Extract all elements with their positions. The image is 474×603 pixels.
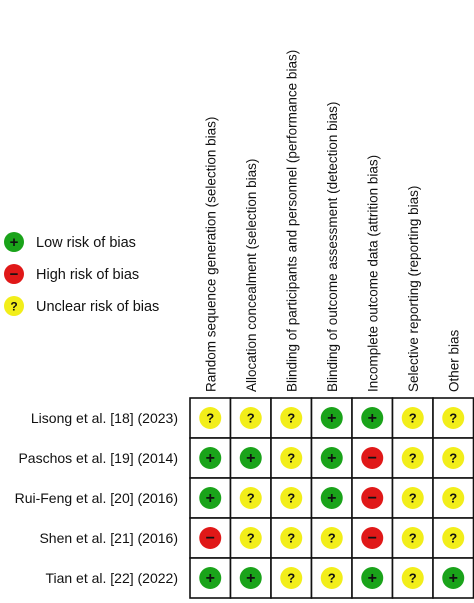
legend-low-symbol: + bbox=[10, 234, 19, 251]
rating-unclear-mark bbox=[401, 527, 424, 549]
rating-symbol: − bbox=[368, 530, 377, 547]
legend-high-icon bbox=[4, 264, 24, 284]
rating-symbol: − bbox=[206, 530, 215, 547]
rating-symbol: ? bbox=[287, 531, 295, 546]
rating-unclear-mark bbox=[280, 487, 303, 509]
domain-header: Allocation concealment (selection bias) bbox=[244, 159, 259, 392]
rating-symbol: ? bbox=[247, 491, 255, 506]
rating-symbol: − bbox=[368, 490, 377, 507]
rating-unclear-mark bbox=[442, 447, 465, 469]
rating-unclear-mark bbox=[442, 407, 465, 429]
rating-unclear-mark bbox=[442, 487, 465, 509]
rating-high-mark bbox=[361, 487, 384, 509]
rating-unclear-mark bbox=[280, 567, 303, 589]
rating-symbol: ? bbox=[449, 531, 457, 546]
domain-headers: Random sequence generation (selection bi… bbox=[203, 50, 461, 392]
rating-symbol: ? bbox=[409, 451, 417, 466]
domain-header: Incomplete outcome data (attrition bias) bbox=[365, 155, 380, 392]
rating-unclear-mark bbox=[442, 527, 465, 549]
rating-symbol: ? bbox=[247, 531, 255, 546]
rating-symbol: ? bbox=[449, 491, 457, 506]
legend-low-icon bbox=[4, 232, 24, 252]
domain-header: Other bias bbox=[446, 329, 461, 392]
rating-unclear-mark bbox=[239, 487, 262, 509]
rating-unclear-mark bbox=[401, 567, 424, 589]
rating-symbol: + bbox=[327, 490, 336, 507]
rating-unclear-mark bbox=[280, 407, 303, 429]
rating-low-mark bbox=[320, 487, 343, 509]
domain-header: Blinding of outcome assessment (detectio… bbox=[325, 102, 340, 392]
legend-high-label: High risk of bias bbox=[36, 267, 139, 283]
rating-unclear-mark bbox=[401, 407, 424, 429]
rating-low-mark bbox=[361, 567, 384, 589]
rating-unclear-mark bbox=[320, 527, 343, 549]
domain-header: Blinding of participants and personnel (… bbox=[284, 50, 299, 392]
legend-unclear-icon bbox=[4, 296, 24, 316]
rating-high-mark bbox=[361, 527, 384, 549]
rating-symbol: ? bbox=[449, 451, 457, 466]
domain-header: Random sequence generation (selection bi… bbox=[203, 117, 218, 392]
rating-low-mark bbox=[239, 447, 262, 469]
rating-symbol: ? bbox=[206, 411, 214, 426]
rating-low-mark bbox=[239, 567, 262, 589]
rating-unclear-mark bbox=[239, 407, 262, 429]
rating-symbol: + bbox=[206, 450, 215, 467]
study-label: Tian et al. [22] (2022) bbox=[45, 570, 178, 586]
rating-symbol: ? bbox=[449, 411, 457, 426]
rating-low-mark bbox=[199, 447, 222, 469]
rating-symbol: + bbox=[327, 410, 336, 427]
rating-symbol: + bbox=[368, 570, 377, 587]
rating-high-mark bbox=[199, 527, 222, 549]
study-label: Rui-Feng et al. [20] (2016) bbox=[15, 490, 178, 506]
rating-symbol: ? bbox=[409, 491, 417, 506]
rating-symbol: ? bbox=[409, 411, 417, 426]
rating-symbol: ? bbox=[409, 571, 417, 586]
ratings-grid: ??? + +? ? + +? + −? ? +?? + −? ? −??? −? ? + +?? +? + bbox=[189, 397, 474, 599]
rating-symbol: ? bbox=[287, 411, 295, 426]
rating-low-mark bbox=[361, 407, 384, 429]
legend-unclear-label: Unclear risk of bias bbox=[36, 299, 159, 315]
rating-unclear-mark bbox=[199, 407, 222, 429]
rating-symbol: − bbox=[368, 450, 377, 467]
study-labels: Lisong et al. [18] (2023) Paschos et al. … bbox=[15, 410, 178, 586]
rating-low-mark bbox=[320, 407, 343, 429]
rating-symbol: + bbox=[327, 450, 336, 467]
rating-low-mark bbox=[199, 567, 222, 589]
legend-unclear-symbol: ? bbox=[10, 300, 17, 314]
domain-header: Selective reporting (reporting bias) bbox=[406, 186, 421, 392]
rating-symbol: ? bbox=[409, 531, 417, 546]
rating-symbol: + bbox=[449, 570, 458, 587]
study-label: Lisong et al. [18] (2023) bbox=[31, 410, 178, 426]
rating-symbol: + bbox=[246, 450, 255, 467]
rating-symbol: ? bbox=[287, 571, 295, 586]
rating-unclear-mark bbox=[401, 447, 424, 469]
rating-unclear-mark bbox=[320, 567, 343, 589]
rating-unclear-mark bbox=[280, 447, 303, 469]
rating-symbol: ? bbox=[247, 411, 255, 426]
rating-unclear-mark bbox=[401, 487, 424, 509]
rating-symbol: ? bbox=[287, 451, 295, 466]
rating-symbol: + bbox=[206, 490, 215, 507]
rating-unclear-mark bbox=[280, 527, 303, 549]
rating-high-mark bbox=[361, 447, 384, 469]
rating-symbol: ? bbox=[328, 531, 336, 546]
legend-high-symbol: − bbox=[10, 266, 19, 283]
legend-low-label: Low risk of bias bbox=[36, 235, 136, 251]
rating-symbol: + bbox=[368, 410, 377, 427]
rating-symbol: + bbox=[206, 570, 215, 587]
rating-symbol: ? bbox=[287, 491, 295, 506]
rating-symbol: + bbox=[246, 570, 255, 587]
legend: + Low risk of bias − High risk of bias? Uncl… bbox=[4, 232, 159, 316]
study-label: Shen et al. [21] (2016) bbox=[39, 530, 178, 546]
rating-low-mark bbox=[320, 447, 343, 469]
rating-low-mark bbox=[442, 567, 465, 589]
rating-symbol: ? bbox=[328, 571, 336, 586]
rating-unclear-mark bbox=[239, 527, 262, 549]
study-label: Paschos et al. [19] (2014) bbox=[18, 450, 178, 466]
rating-low-mark bbox=[199, 487, 222, 509]
